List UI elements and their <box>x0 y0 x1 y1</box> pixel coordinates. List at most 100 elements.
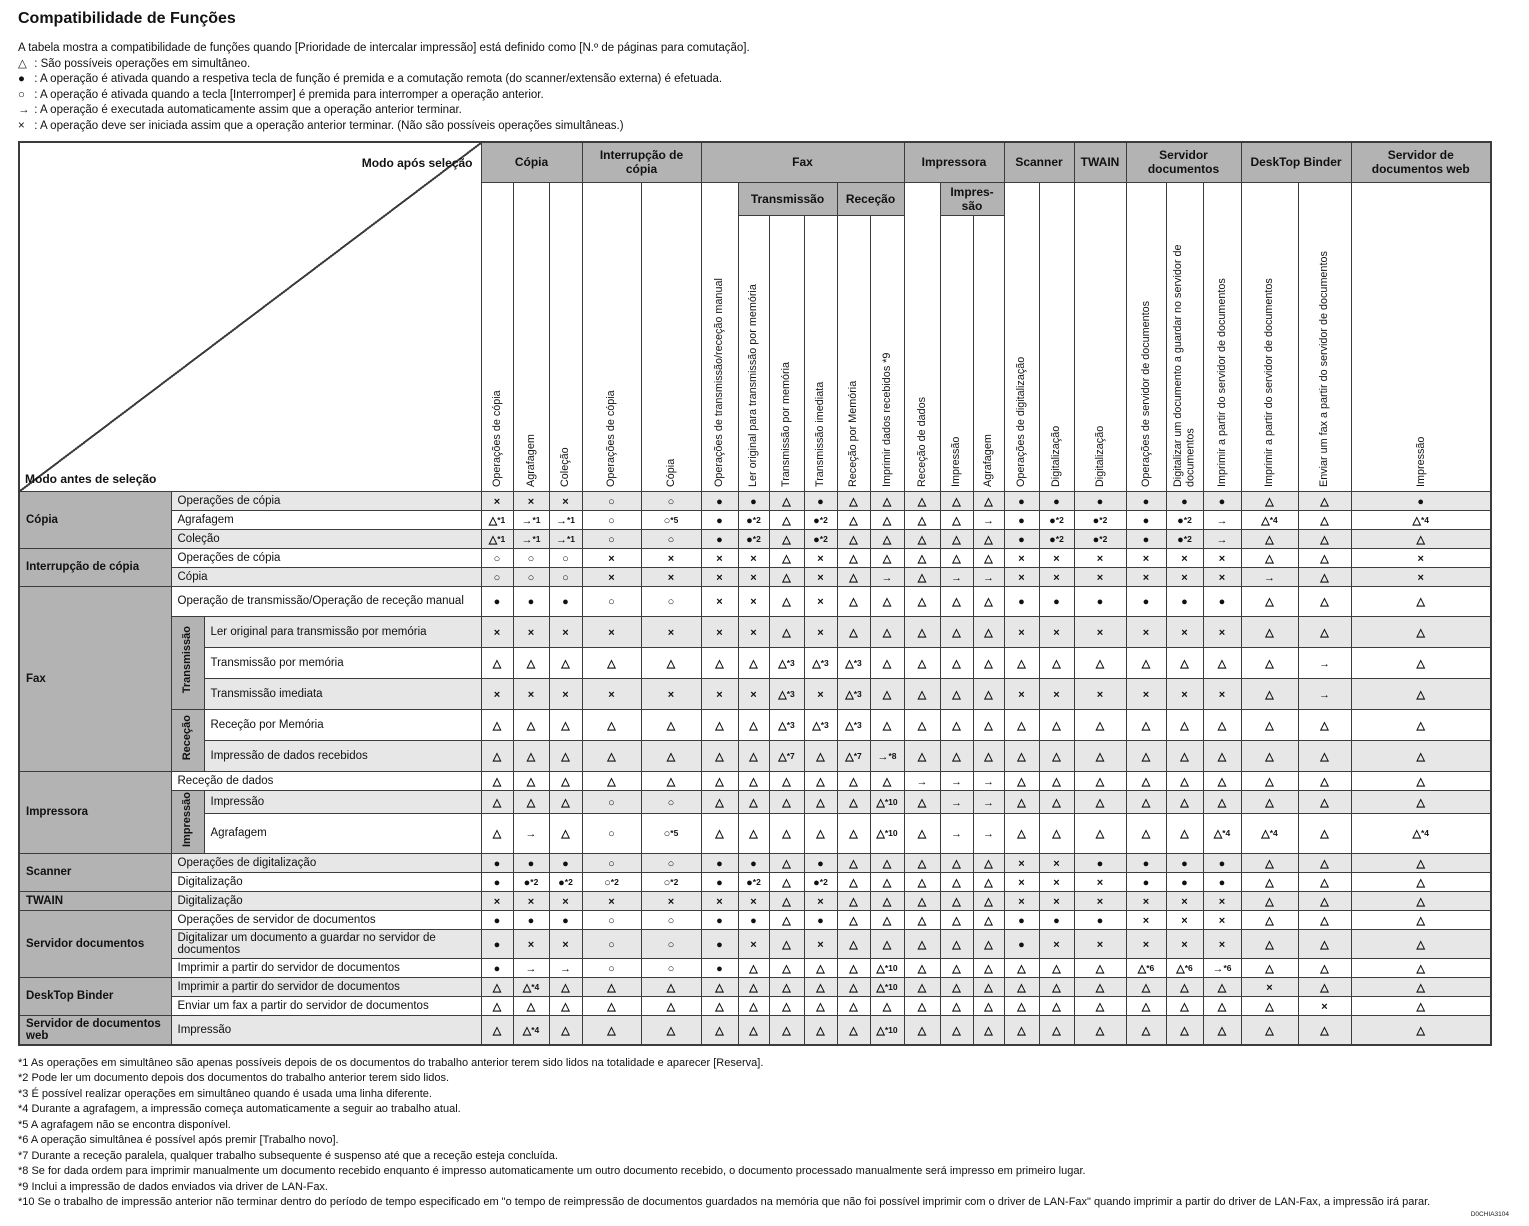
matrix-cell: ● <box>1073 490 1127 511</box>
triangle-icon: △ <box>917 596 927 608</box>
matrix-cell: △*10 <box>869 789 905 814</box>
triangle-icon: △ <box>1017 981 1026 994</box>
matrix-cell: △*3 <box>836 646 871 679</box>
matrix-cell: ● <box>1073 852 1127 873</box>
matrix-cell: △*4 <box>1202 812 1242 854</box>
matrix-cell: △ <box>869 890 905 911</box>
triangle-icon: △ <box>1265 533 1274 546</box>
footnote-ref: *2 <box>670 876 679 887</box>
filled-circle-icon: ● <box>562 857 569 870</box>
matrix-cell: △ <box>1073 770 1127 791</box>
matrix-cell: △ <box>1202 976 1242 997</box>
matrix-cell: △ <box>1240 871 1299 892</box>
triangle-icon: △ <box>917 895 927 908</box>
filled-circle-icon: ● <box>523 876 531 889</box>
cross-icon: × <box>667 571 675 584</box>
triangle-icon: △ <box>1017 796 1026 809</box>
matrix-cell: △ <box>972 528 1005 549</box>
footnote-ref: *2 <box>752 514 761 525</box>
cross-icon: × <box>1142 571 1150 584</box>
column-group-header: DeskTop Binder <box>1240 141 1352 183</box>
filled-circle-icon: ● <box>1142 533 1150 546</box>
triangle-icon: △ <box>882 688 892 701</box>
cross-icon: × <box>1218 914 1226 927</box>
matrix-cell: △ <box>512 739 550 772</box>
matrix-cell: × <box>1202 615 1242 648</box>
triangle-icon: △ <box>849 962 858 975</box>
triangle-icon: △ <box>1416 1024 1425 1037</box>
matrix-cell: △ <box>972 490 1005 511</box>
matrix-cell: △ <box>939 995 974 1016</box>
footnote-ref: *4 <box>1420 828 1429 839</box>
matrix-cell: ●*2 <box>1073 528 1127 549</box>
cross-icon: × <box>608 571 615 584</box>
matrix-cell: △ <box>1350 852 1492 873</box>
matrix-cell: △ <box>480 789 514 814</box>
open-circle-icon: ○ <box>608 495 615 508</box>
matrix-cell: △ <box>939 852 974 873</box>
filled-circle-icon: ● <box>1142 514 1150 527</box>
filled-circle-icon: ● <box>750 914 757 927</box>
matrix-cell: △ <box>768 995 805 1016</box>
matrix-cell: × <box>640 566 702 587</box>
matrix-cell: △ <box>1240 909 1299 930</box>
matrix-cell: ● <box>803 490 838 511</box>
matrix-cell: △ <box>768 789 805 814</box>
triangle-icon: △ <box>882 552 892 565</box>
cross-icon: × <box>817 626 824 639</box>
matrix-cell: △ <box>869 871 905 892</box>
cross-icon: × <box>1218 626 1226 639</box>
footnote: *9 Inclui a impressão de dados enviados … <box>18 1180 328 1193</box>
triangle-icon: △ <box>782 514 791 527</box>
matrix-cell: △*7 <box>836 739 871 772</box>
matrix-cell: △ <box>1003 812 1040 854</box>
arrow-icon: → <box>983 571 994 584</box>
cross-icon: × <box>527 626 535 639</box>
matrix-cell: ● <box>1003 585 1040 617</box>
cross-icon: × <box>1018 688 1025 701</box>
triangle-icon: △ <box>984 895 993 908</box>
matrix-cell: × <box>737 615 770 648</box>
matrix-cell: → <box>869 566 905 587</box>
matrix-cell: ● <box>1003 509 1040 530</box>
matrix-cell: △ <box>700 976 739 997</box>
matrix-cell: × <box>1165 615 1204 648</box>
arrow-icon: → <box>983 514 994 527</box>
triangle-icon: △ <box>749 775 758 788</box>
matrix-cell: △ <box>1240 677 1299 710</box>
triangle-icon: △ <box>1095 981 1105 994</box>
footnote: *5 A agrafagem não se encontra disponíve… <box>18 1118 231 1131</box>
matrix-cell: ● <box>1165 852 1204 873</box>
matrix-cell: △ <box>548 789 583 814</box>
matrix-cell: △ <box>972 995 1005 1016</box>
cross-icon: × <box>1142 895 1150 908</box>
matrix-cell: △*10 <box>869 957 905 978</box>
matrix-cell: △ <box>972 928 1005 959</box>
footnote-ref: *7 <box>853 750 862 761</box>
matrix-cell: △ <box>768 1014 805 1046</box>
column-header: Operações de cópia <box>480 181 514 492</box>
triangle-icon: △ <box>749 828 758 841</box>
triangle-icon: △ <box>952 981 961 994</box>
matrix-cell: ● <box>700 509 739 530</box>
triangle-icon: △ <box>715 657 724 670</box>
matrix-cell: × <box>700 566 739 587</box>
cross-icon: × <box>562 626 569 639</box>
triangle-icon: △ <box>715 719 724 732</box>
matrix-cell: △ <box>939 677 974 710</box>
triangle-icon: △ <box>782 828 791 841</box>
matrix-cell: △ <box>1003 995 1040 1016</box>
triangle-icon: △ <box>1416 750 1425 763</box>
triangle-icon: △ <box>1320 1024 1329 1037</box>
matrix-cell: → <box>939 789 974 814</box>
matrix-cell: △ <box>1297 852 1352 873</box>
matrix-cell: ●*2 <box>803 509 838 530</box>
footnote-ref: *2 <box>1183 514 1192 525</box>
triangle-icon: △ <box>1265 857 1274 870</box>
matrix-cell: △ <box>836 509 871 530</box>
matrix-cell: △ <box>1350 708 1492 741</box>
matrix-cell: × <box>1003 677 1040 710</box>
cross-icon: × <box>1018 895 1025 908</box>
triangle-icon: △ <box>492 981 502 994</box>
cross-icon: × <box>1018 552 1025 565</box>
